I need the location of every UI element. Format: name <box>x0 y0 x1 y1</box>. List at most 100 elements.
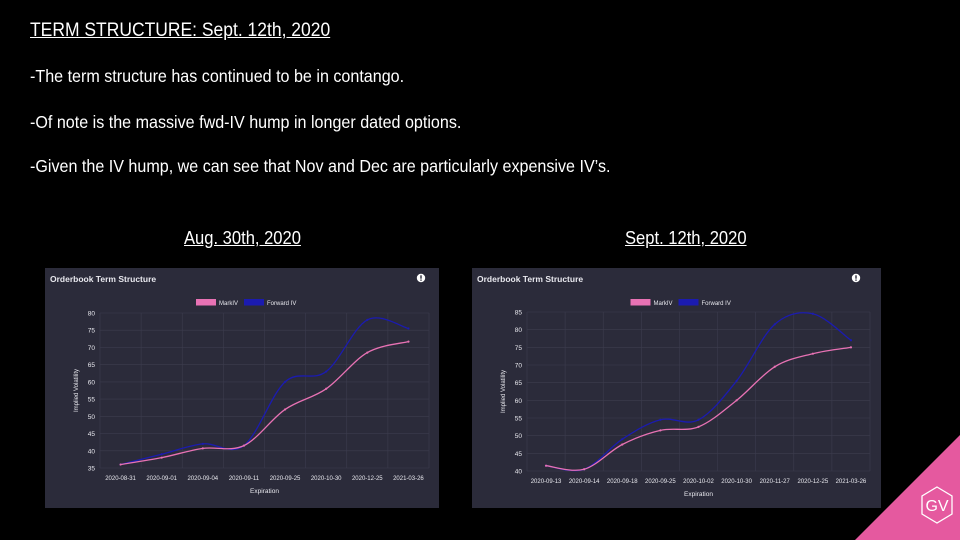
chart-legend: MarkIV Forward IV <box>630 299 731 307</box>
info-icon-dot <box>855 279 857 281</box>
hexagon-icon <box>921 486 953 524</box>
x-tick-label: 2020-09-04 <box>187 476 218 482</box>
x-tick-label: 2020-10-30 <box>311 476 342 482</box>
x-tick-label: 2020-09-25 <box>645 479 676 485</box>
y-tick-label: 85 <box>515 310 523 317</box>
bullet-1: -The term structure has continued to be … <box>30 66 405 86</box>
y-tick-label: 80 <box>515 327 523 334</box>
series-line-forward-iv <box>545 312 852 472</box>
y-tick-label: 75 <box>88 328 96 335</box>
data-point-forward-iv <box>201 442 204 445</box>
data-point-markiv <box>160 456 163 459</box>
left-term-structure-chart: Orderbook Term Structure MarkIV Forward IV… <box>50 273 430 495</box>
y-tick-label: 50 <box>88 414 96 421</box>
data-point-forward-iv <box>407 327 410 330</box>
y-tick-label: 35 <box>88 466 96 473</box>
data-point-markiv <box>849 346 853 349</box>
data-point-forward-iv <box>659 418 662 421</box>
x-tick-label: 2020-09-25 <box>270 476 301 482</box>
info-icon-dot <box>420 279 422 281</box>
y-tick-label: 40 <box>88 448 96 455</box>
data-point-forward-iv <box>849 339 853 342</box>
y-tick-label: 45 <box>515 451 523 458</box>
legend-swatch-forward-iv <box>678 299 699 306</box>
left-chart-caption: Aug. 30th, 2020 <box>184 228 301 248</box>
x-tick-label: 2020-09-11 <box>229 476 260 482</box>
data-point-forward-iv <box>160 453 163 456</box>
x-tick-label: 2020-10-30 <box>721 479 752 485</box>
data-point-markiv <box>242 444 246 447</box>
data-point-markiv <box>697 425 700 428</box>
x-tick-label: 2021-03-26 <box>393 476 424 482</box>
data-point-markiv <box>773 365 776 368</box>
x-tick-label: 2020-11-27 <box>760 479 791 485</box>
legend-label-forward-iv: Forward IV <box>702 301 731 307</box>
y-tick-label: 65 <box>515 380 523 387</box>
x-tick-label: 2020-09-13 <box>531 479 562 485</box>
info-icon-bar <box>420 275 422 279</box>
info-icon-bar <box>855 275 857 279</box>
legend-swatch-markiv <box>630 299 651 306</box>
right-term-structure-chart: Orderbook Term Structure MarkIV Forward IV… <box>477 273 871 498</box>
x-axis-label: Expiration <box>684 491 713 498</box>
data-point-markiv <box>621 443 624 446</box>
info-icon <box>851 273 861 283</box>
data-point-markiv <box>201 447 204 450</box>
gv-logo-text: GV <box>925 498 948 515</box>
series-line-forward-iv <box>120 317 409 466</box>
data-point-markiv <box>583 468 586 471</box>
y-tick-label: 70 <box>515 363 523 370</box>
bullet-3: -Given the IV hump, we can see that Nov … <box>30 156 611 176</box>
y-axis-label: Implied Volatility <box>501 370 507 413</box>
data-point-markiv <box>119 463 122 466</box>
right-chart-caption: Sept. 12th, 2020 <box>625 228 747 248</box>
legend-label-forward-iv: Forward IV <box>267 301 296 307</box>
x-tick-label: 2020-09-14 <box>569 479 600 485</box>
y-tick-label: 65 <box>88 362 96 369</box>
data-point-forward-iv <box>811 312 814 315</box>
chart-title: Orderbook Term Structure <box>477 274 583 284</box>
y-tick-label: 60 <box>88 379 96 386</box>
y-tick-label: 75 <box>515 345 523 352</box>
y-tick-label: 45 <box>88 431 96 438</box>
y-tick-label: 80 <box>88 311 96 318</box>
x-tick-label: 2020-09-18 <box>607 479 638 485</box>
chart-legend: MarkIV Forward IV <box>196 299 296 307</box>
y-tick-label: 40 <box>515 469 523 476</box>
gv-logo-corner: GV <box>855 435 960 540</box>
data-point-markiv <box>735 399 738 402</box>
series-line-markiv <box>545 346 852 471</box>
x-tick-label: 2020-12-25 <box>352 476 383 482</box>
y-tick-label: 55 <box>88 397 96 404</box>
legend-label-markiv: MarkIV <box>654 301 673 307</box>
legend-swatch-forward-iv <box>244 299 264 306</box>
info-icon <box>416 273 426 283</box>
y-tick-label: 50 <box>515 433 523 440</box>
data-point-forward-iv <box>773 323 776 326</box>
y-tick-label: 60 <box>515 398 523 405</box>
data-point-forward-iv <box>621 438 624 441</box>
corner-triangle <box>855 435 960 540</box>
x-tick-label: 2021-03-26 <box>836 479 867 485</box>
y-tick-label: 70 <box>88 345 96 352</box>
y-axis-label: Implied Volatility <box>74 369 80 412</box>
data-point-forward-iv <box>697 418 700 421</box>
data-point-markiv <box>544 464 548 467</box>
x-axis-label: Expiration <box>250 488 279 495</box>
x-tick-label: 2020-08-31 <box>105 476 136 482</box>
data-point-markiv <box>366 351 369 354</box>
y-tick-label: 55 <box>515 416 523 423</box>
legend-label-markiv: MarkIV <box>219 301 238 307</box>
chart-title: Orderbook Term Structure <box>50 274 156 284</box>
data-point-forward-iv <box>325 370 328 373</box>
data-point-markiv <box>407 340 410 343</box>
x-tick-label: 2020-12-25 <box>797 479 828 485</box>
left-chart-panel: Orderbook Term Structure MarkIV Forward IV… <box>45 268 439 508</box>
data-point-markiv <box>325 387 328 390</box>
data-point-markiv <box>659 429 662 432</box>
data-point-forward-iv <box>366 318 369 321</box>
legend-swatch-markiv <box>196 299 216 306</box>
series-line-markiv <box>120 340 409 466</box>
data-point-forward-iv <box>283 380 287 383</box>
x-tick-label: 2020-10-02 <box>683 479 714 485</box>
